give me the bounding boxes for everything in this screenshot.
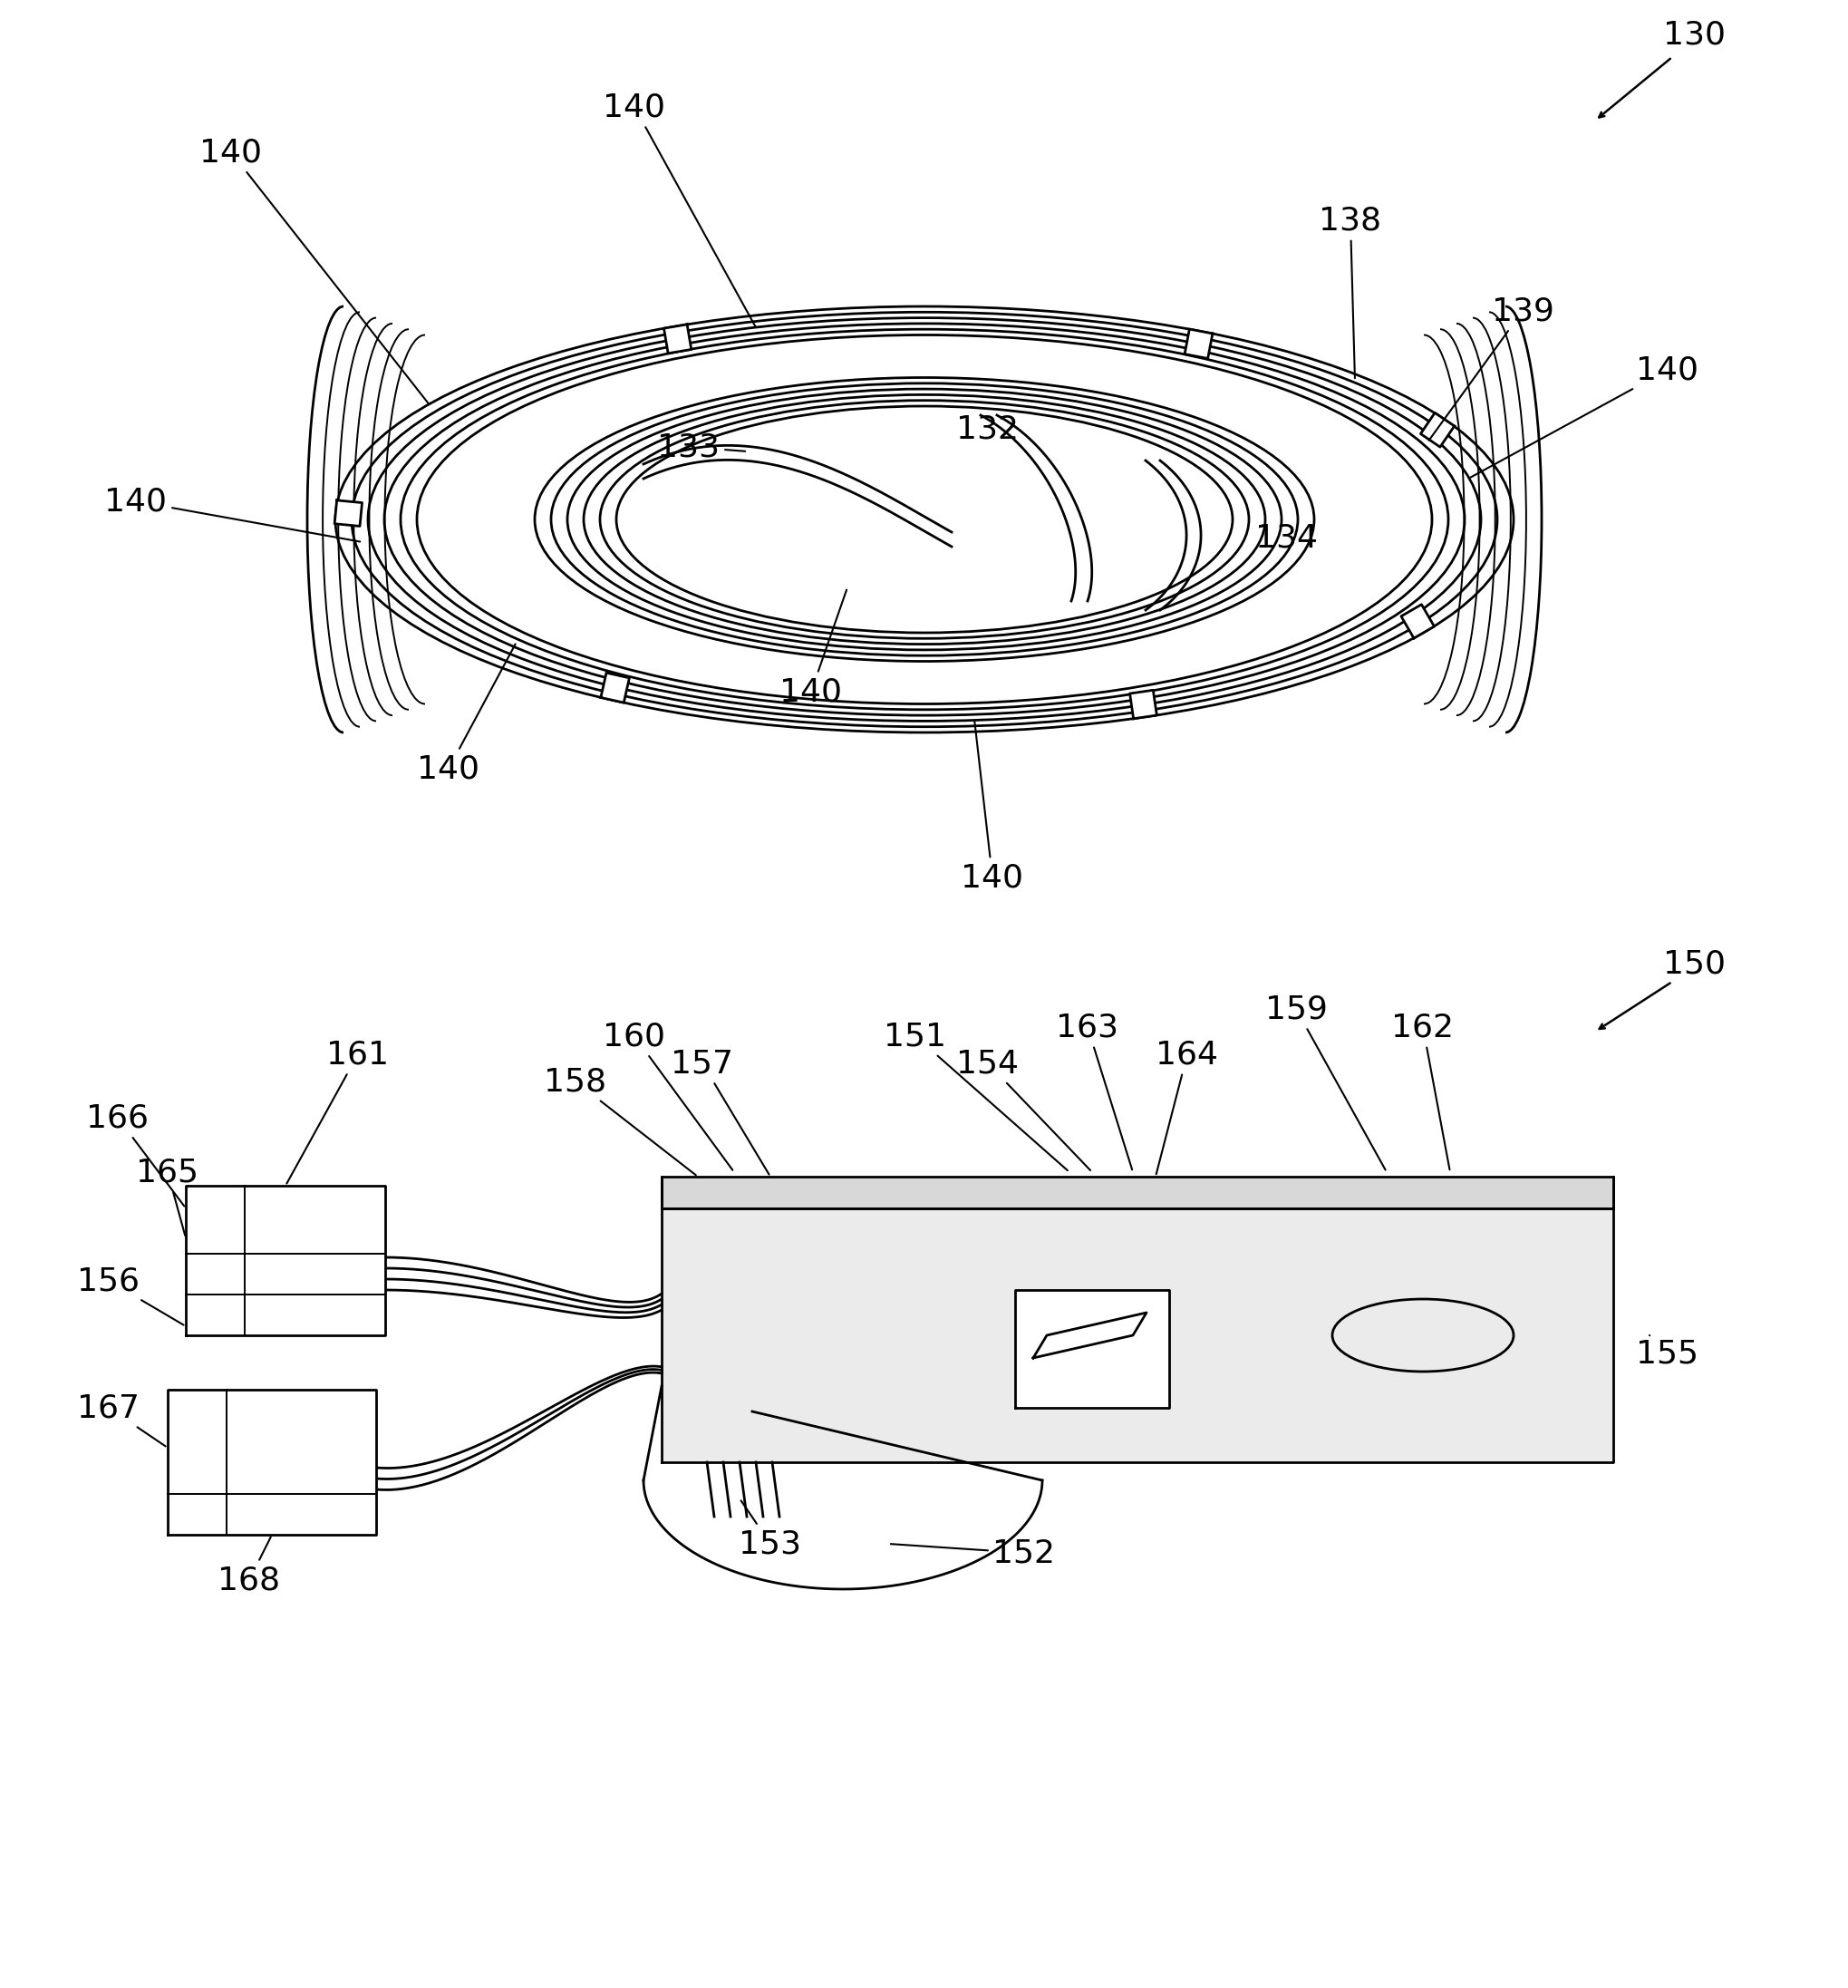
Polygon shape	[334, 501, 362, 527]
Polygon shape	[168, 1390, 375, 1535]
Text: 140: 140	[602, 91, 756, 326]
Polygon shape	[185, 1185, 384, 1336]
Text: 150: 150	[1663, 948, 1726, 978]
Text: 155: 155	[1635, 1336, 1698, 1370]
Text: 156: 156	[78, 1266, 183, 1324]
Text: 140: 140	[1469, 354, 1698, 477]
Text: 134: 134	[1255, 523, 1318, 553]
Text: 152: 152	[891, 1537, 1055, 1569]
Polygon shape	[1419, 414, 1454, 447]
Text: 130: 130	[1663, 20, 1726, 50]
Text: 167: 167	[78, 1392, 166, 1447]
Text: 154: 154	[955, 1048, 1090, 1171]
Text: 157: 157	[671, 1048, 769, 1175]
Text: 140: 140	[961, 722, 1024, 893]
Text: 139: 139	[1429, 296, 1552, 441]
Text: 168: 168	[218, 1537, 281, 1596]
Polygon shape	[663, 324, 691, 354]
Text: 153: 153	[739, 1501, 802, 1559]
Text: 162: 162	[1392, 1012, 1454, 1169]
Polygon shape	[601, 672, 628, 702]
Text: 133: 133	[658, 431, 745, 463]
Polygon shape	[662, 1177, 1613, 1209]
Text: 159: 159	[1264, 994, 1384, 1169]
Text: 165: 165	[137, 1157, 200, 1237]
Text: 140: 140	[105, 485, 360, 541]
Polygon shape	[662, 1209, 1613, 1463]
Text: 160: 160	[602, 1020, 732, 1171]
Text: 161: 161	[286, 1040, 390, 1183]
Polygon shape	[1401, 604, 1434, 638]
Text: 140: 140	[780, 590, 846, 708]
Text: 140: 140	[200, 137, 429, 404]
Polygon shape	[1129, 690, 1157, 718]
Polygon shape	[1185, 330, 1212, 358]
Text: 140: 140	[418, 644, 516, 783]
Text: 132: 132	[955, 414, 1018, 443]
Text: 158: 158	[543, 1066, 695, 1175]
Polygon shape	[1015, 1290, 1168, 1408]
Text: 151: 151	[883, 1020, 1066, 1171]
Text: 163: 163	[1055, 1012, 1131, 1169]
Text: 166: 166	[87, 1101, 185, 1207]
Text: 164: 164	[1155, 1040, 1218, 1175]
Text: 138: 138	[1318, 205, 1380, 378]
